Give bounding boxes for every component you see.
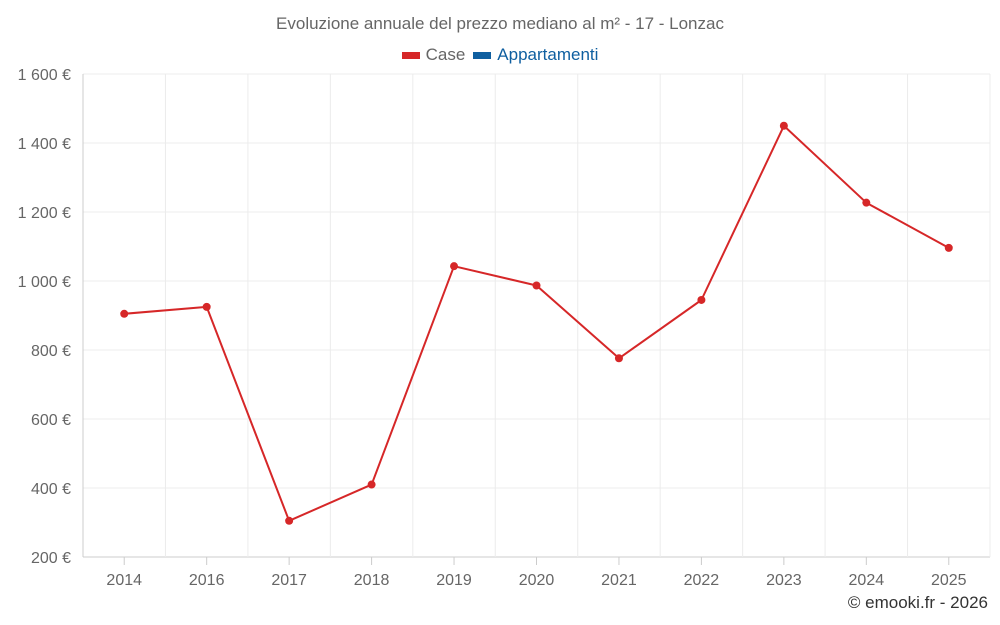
- data-point-case-2022: [697, 295, 706, 304]
- axes: 200 € 400 € 600 € 800 € 1 000 € 1 200 € 1 400 …: [18, 67, 967, 589]
- y-tick-label: 400 €: [31, 481, 71, 498]
- y-tick-label: 1 200 €: [18, 205, 71, 222]
- y-tick-label: 800 €: [31, 343, 71, 360]
- x-tick-label: 2025: [931, 572, 967, 589]
- series-layer: [120, 121, 953, 525]
- legend: Case Appartamenti: [0, 45, 1000, 65]
- legend-swatch-appartamenti: [473, 51, 492, 59]
- x-tick-label: 2024: [849, 572, 885, 589]
- data-point-case-2018: [367, 480, 376, 489]
- y-tick-label: 1 000 €: [18, 274, 71, 291]
- data-point-case-2014: [120, 309, 129, 318]
- x-tick-label: 2017: [271, 572, 307, 589]
- data-point-case-2025: [944, 243, 953, 252]
- data-point-case-2021: [614, 354, 623, 363]
- data-point-case-2017: [285, 516, 294, 525]
- legend-swatch-case: [401, 51, 420, 59]
- y-tick-label: 1 400 €: [18, 136, 71, 153]
- y-tick-label: 1 600 €: [18, 67, 71, 84]
- legend-item-appartamenti[interactable]: Appartamenti: [473, 45, 598, 65]
- y-tick-label: 600 €: [31, 412, 71, 429]
- data-point-case-2020: [532, 281, 541, 290]
- y-tick-label: 200 €: [31, 550, 71, 567]
- legend-label-case: Case: [425, 45, 466, 64]
- legend-label-appartamenti: Appartamenti: [497, 45, 599, 64]
- x-tick-label: 2022: [684, 572, 720, 589]
- x-tick-label: 2020: [519, 572, 555, 589]
- chart-title: Evoluzione annuale del prezzo mediano al…: [276, 14, 724, 33]
- x-tick-label: 2021: [601, 572, 637, 589]
- x-tick-label: 2014: [106, 572, 142, 589]
- data-point-case-2023: [779, 121, 788, 130]
- x-tick-label: 2023: [766, 572, 802, 589]
- data-point-case-2024: [862, 198, 871, 207]
- x-tick-label: 2018: [354, 572, 390, 589]
- x-tick-label: 2019: [436, 572, 472, 589]
- copyright-text: © emooki.fr - 2026: [847, 593, 988, 612]
- data-point-case-2016: [202, 302, 211, 311]
- grid: [82, 73, 991, 558]
- legend-item-case[interactable]: Case: [401, 45, 466, 65]
- x-tick-label: 2016: [189, 572, 225, 589]
- data-point-case-2019: [450, 262, 459, 271]
